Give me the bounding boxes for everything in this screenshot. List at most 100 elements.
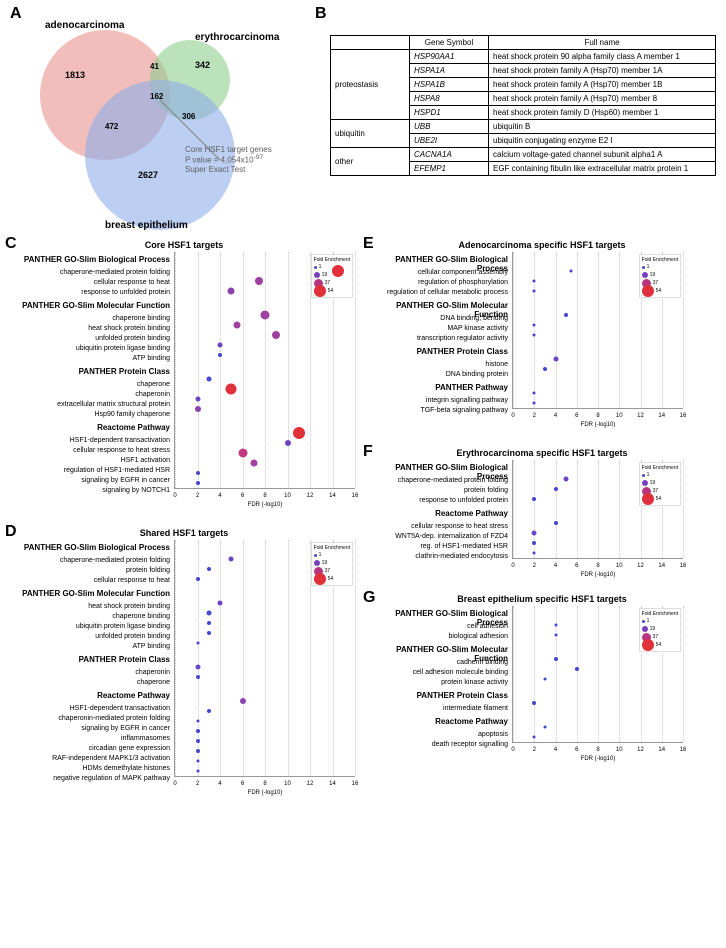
data-point <box>553 357 558 362</box>
group-label: PANTHER GO-Slim Molecular Function <box>368 645 508 657</box>
group-label: PANTHER Protein Class <box>368 691 508 703</box>
data-point <box>196 760 199 763</box>
venn-count-eryth: 342 <box>195 60 210 70</box>
data-point <box>196 739 200 743</box>
data-point <box>261 311 270 320</box>
term-label: cellular response to heat stress <box>368 522 508 532</box>
group-label: PANTHER GO-Slim Biological Process <box>368 255 508 267</box>
term-label: chaperone-mediated protein folding <box>10 268 170 278</box>
term-label: heat shock protein binding <box>10 602 170 612</box>
panel-label-e: E <box>363 235 374 253</box>
gene-symbol: HSP90AA1 <box>410 50 489 64</box>
x-tick: 0 <box>511 747 514 753</box>
data-point <box>293 427 305 439</box>
x-tick: 8 <box>263 781 266 787</box>
data-point <box>533 324 536 327</box>
x-tick: 8 <box>263 493 266 499</box>
term-label: ATP binding <box>10 354 170 364</box>
group-label: PANTHER Protein Class <box>10 655 170 667</box>
data-point <box>532 701 536 705</box>
x-tick: 10 <box>616 563 623 569</box>
term-label: integrin signalling pathway <box>368 396 508 406</box>
term-label: negative regulation of MAPK pathway <box>10 774 170 784</box>
data-point <box>240 698 246 704</box>
group-label: PANTHER Protein Class <box>10 367 170 379</box>
x-tick: 4 <box>554 413 557 419</box>
table-row: otherCACNA1Acalcium voltage-gated channe… <box>331 148 716 162</box>
gene-fullname: ubiquitin B <box>489 120 716 134</box>
x-axis-label: FDR (-log10) <box>581 572 616 578</box>
x-tick: 12 <box>307 781 314 787</box>
term-label: ATP binding <box>10 642 170 652</box>
plot-area: 0246810121416FDR (-log10)Fold Enrichment… <box>512 252 683 409</box>
gene-fullname: heat shock protein family A (Hsp70) memb… <box>489 64 716 78</box>
term-label: circadian gene expression <box>10 744 170 754</box>
term-label: ubiquitin protein ligase binding <box>10 344 170 354</box>
table-row: proteostasisHSP90AA1heat shock protein 9… <box>331 50 716 64</box>
venn-count-adeno: 1813 <box>65 70 85 80</box>
data-point <box>196 749 200 753</box>
venn-label-breast: breast epithelium <box>105 220 188 231</box>
data-point <box>533 280 536 283</box>
data-point <box>218 343 223 348</box>
term-label: cellular response to heat <box>10 576 170 586</box>
venn-pvalue: Core HSF1 target genes P value = 4,054x1… <box>185 145 272 174</box>
x-tick: 12 <box>637 747 644 753</box>
term-label: chaperone-mediated protein folding <box>368 476 508 486</box>
data-point <box>218 353 222 357</box>
data-point <box>255 277 263 285</box>
data-point <box>272 331 280 339</box>
gene-symbol: HSPA8 <box>410 92 489 106</box>
term-label: clathrin-mediated endocytosis <box>368 552 508 562</box>
group-label: Reactome Pathway <box>10 423 170 435</box>
term-label: regulation of cellular metabolic process <box>368 288 508 298</box>
data-point <box>554 487 558 491</box>
venn-count-eb: 306 <box>182 112 195 121</box>
x-tick: 6 <box>575 747 578 753</box>
term-label: chaperonin-mediated protein folding <box>10 714 170 724</box>
data-point <box>206 611 211 616</box>
plot-area: 0246810121416FDR (-log10)Fold Enrichment… <box>512 460 683 559</box>
data-point <box>543 367 547 371</box>
data-point <box>196 481 200 485</box>
term-label: extracellular matrix structural protein <box>10 400 170 410</box>
x-tick: 2 <box>533 747 536 753</box>
x-tick: 10 <box>616 747 623 753</box>
term-label: chaperonin <box>10 668 170 678</box>
data-point <box>228 288 235 295</box>
gene-fullname: heat shock protein family A (Hsp70) memb… <box>489 92 716 106</box>
x-tick: 0 <box>173 493 176 499</box>
data-point <box>554 657 558 661</box>
data-point <box>533 552 536 555</box>
term-label: cell adhesion <box>368 622 508 632</box>
term-label: protein folding <box>368 486 508 496</box>
data-point <box>238 449 247 458</box>
x-tick: 14 <box>329 781 336 787</box>
term-label: chaperone-mediated protein folding <box>10 556 170 566</box>
x-tick: 0 <box>511 563 514 569</box>
term-label: transcription regulator activity <box>368 334 508 344</box>
term-label: protein folding <box>10 566 170 576</box>
data-point <box>207 567 211 571</box>
gene-symbol: HSPA1A <box>410 64 489 78</box>
venn-diagram: adenocarcinoma erythrocarcinoma breast e… <box>10 10 290 230</box>
venn-count-ae: 41 <box>150 62 159 71</box>
x-tick: 4 <box>218 781 221 787</box>
chart-title: Core HSF1 targets <box>10 240 358 250</box>
data-point <box>195 665 200 670</box>
term-label: apoptosis <box>368 730 508 740</box>
data-point <box>196 577 200 581</box>
panel-label-d: D <box>5 523 17 541</box>
term-label: chaperone binding <box>10 612 170 622</box>
data-point <box>533 334 536 337</box>
x-tick: 8 <box>596 563 599 569</box>
data-point <box>226 384 237 395</box>
data-point <box>206 377 211 382</box>
x-tick: 4 <box>554 563 557 569</box>
term-label: inflammasomes <box>10 734 170 744</box>
data-point <box>218 601 223 606</box>
panel-label-b: B <box>315 5 327 23</box>
term-label: biological adhesion <box>368 632 508 642</box>
data-point <box>195 406 201 412</box>
group-label: Reactome Pathway <box>368 509 508 521</box>
